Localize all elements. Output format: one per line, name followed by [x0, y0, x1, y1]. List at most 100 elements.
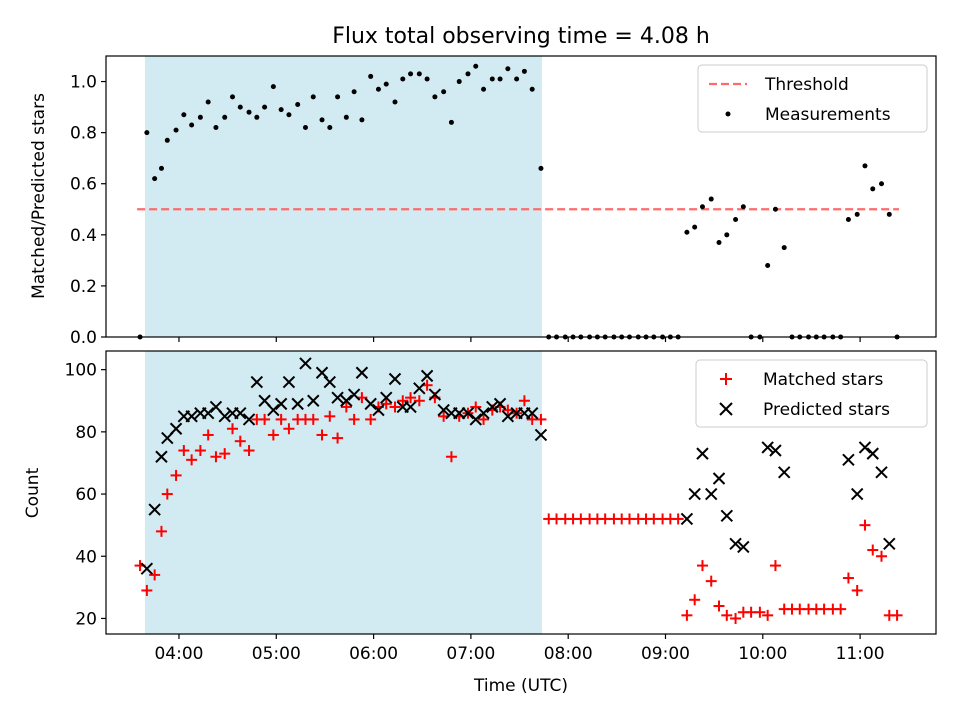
matched-star-point [283, 423, 295, 435]
matched-star-point [502, 404, 514, 416]
predicted-marker-stroke [258, 394, 271, 407]
predicted-star-point [777, 466, 791, 479]
predicted-star-point [437, 403, 450, 417]
matched-star-point [307, 413, 319, 425]
legend-predicted-swatch [719, 402, 733, 416]
predicted-marker-stroke [404, 400, 417, 414]
predicted-star-point [372, 403, 385, 417]
predicted-star-point [323, 375, 337, 389]
top-plot-frame [105, 55, 937, 338]
bottom-panel-plot: 20 40 60 80 100 04:00 05:00 06:00 07:00 08:00 09:… [23, 350, 937, 696]
predicted-star-point [883, 537, 896, 551]
predicted-marker-stroke [712, 472, 726, 485]
matched-star-point [170, 469, 182, 481]
top-legend-box [697, 64, 928, 133]
matched-star-point [389, 401, 401, 413]
predicted-star-point [720, 509, 734, 523]
predicted-star-point [420, 369, 434, 383]
legend-measurements-label: Measurements [765, 105, 891, 125]
predicted-marker-stroke [486, 400, 499, 414]
matched-star-point [835, 603, 847, 615]
predicted-marker-stroke [883, 537, 896, 551]
predicted-star-point [282, 375, 296, 389]
predicted-marker-stroke [299, 357, 312, 370]
matched-star-point [705, 575, 717, 587]
predicted-marker-stroke [267, 403, 280, 417]
predicted-star-point [534, 428, 548, 442]
predicted-star-point [364, 397, 377, 411]
x-tick-label: 09:00 [641, 644, 690, 664]
measurement-point [310, 94, 316, 100]
matched-star-point [202, 429, 214, 441]
predicted-marker-stroke [437, 403, 450, 417]
predicted-star-point [169, 422, 183, 435]
measurement-point [392, 99, 398, 105]
predicted-star-point [347, 388, 361, 401]
matched-star-point [332, 432, 344, 444]
predicted-star-point [155, 450, 168, 463]
matched-star-point [769, 560, 781, 572]
matched-star-point [470, 401, 482, 413]
predicted-marker-stroke [331, 391, 344, 404]
predicted-marker-stroke [688, 487, 701, 501]
measurement-point [699, 204, 705, 210]
chart-title: Flux total observing time = 4.08 h [332, 24, 710, 49]
measurement-point [351, 89, 357, 95]
predicted-star-point [315, 366, 329, 379]
predicted-star-point [680, 512, 694, 526]
predicted-marker-stroke [250, 375, 264, 389]
measurement-point [181, 112, 187, 118]
matched-star-point [316, 429, 328, 441]
predicted-star-point [267, 403, 280, 417]
x-tick-label: 04:00 [154, 644, 203, 664]
measurement-point [854, 211, 860, 217]
predicted-marker-stroke [428, 388, 442, 401]
x-tick-label: 07:00 [446, 644, 495, 664]
predicted-star-point [866, 447, 879, 460]
predicted-star-point [291, 397, 304, 411]
matched-star-point [267, 429, 279, 441]
measurement-point [529, 86, 535, 92]
measurement-point [505, 66, 511, 72]
matched-star-point [161, 488, 173, 500]
predicted-star-point [453, 406, 466, 420]
predicted-star-point [737, 540, 750, 554]
predicted-marker-stroke [534, 428, 548, 442]
predicted-marker-stroke [420, 369, 434, 383]
predicted-marker-stroke [777, 466, 791, 479]
measurement-point [335, 94, 341, 100]
measurement-point [286, 112, 292, 118]
measurement-point [456, 79, 462, 85]
predicted-marker-stroke [242, 413, 256, 426]
top-panel-plot: 0.0 0.2 0.4 0.6 0.8 1.0 Matched/Predicted sta… [29, 55, 937, 348]
predicted-marker-stroke [291, 397, 304, 411]
predicted-star-point [185, 410, 198, 423]
matched-star-point [851, 584, 863, 596]
predicted-marker-stroke [380, 391, 393, 404]
predicted-marker-stroke [413, 382, 426, 395]
legend-matched-swatch [720, 373, 732, 385]
legend-measurements-swatch [725, 111, 731, 117]
measurement-point [229, 94, 235, 100]
matched-star-point [380, 398, 392, 410]
predicted-marker-stroke [769, 444, 782, 457]
matched-star-point [243, 445, 255, 457]
matched-star-point [445, 451, 457, 463]
measurement-point [424, 76, 430, 82]
predicted-star-point [769, 444, 782, 457]
predicted-marker-stroke [761, 441, 774, 454]
predicted-marker-stroke [355, 366, 369, 379]
x-tick-label: 06:00 [349, 644, 398, 664]
predicted-marker-stroke [169, 422, 183, 435]
measurement-point [152, 176, 158, 182]
predicted-marker-stroke [201, 406, 215, 420]
predicted-marker-stroke [866, 447, 879, 460]
matched-star-point [186, 454, 198, 466]
predicted-star-point [340, 394, 353, 407]
x-axis-label: Time (UTC) [473, 676, 568, 696]
measurement-point [254, 114, 260, 120]
measurement-point [765, 262, 771, 268]
predicted-marker-stroke [525, 406, 539, 420]
predicted-star-point [250, 375, 264, 389]
predicted-marker-stroke [705, 487, 718, 501]
